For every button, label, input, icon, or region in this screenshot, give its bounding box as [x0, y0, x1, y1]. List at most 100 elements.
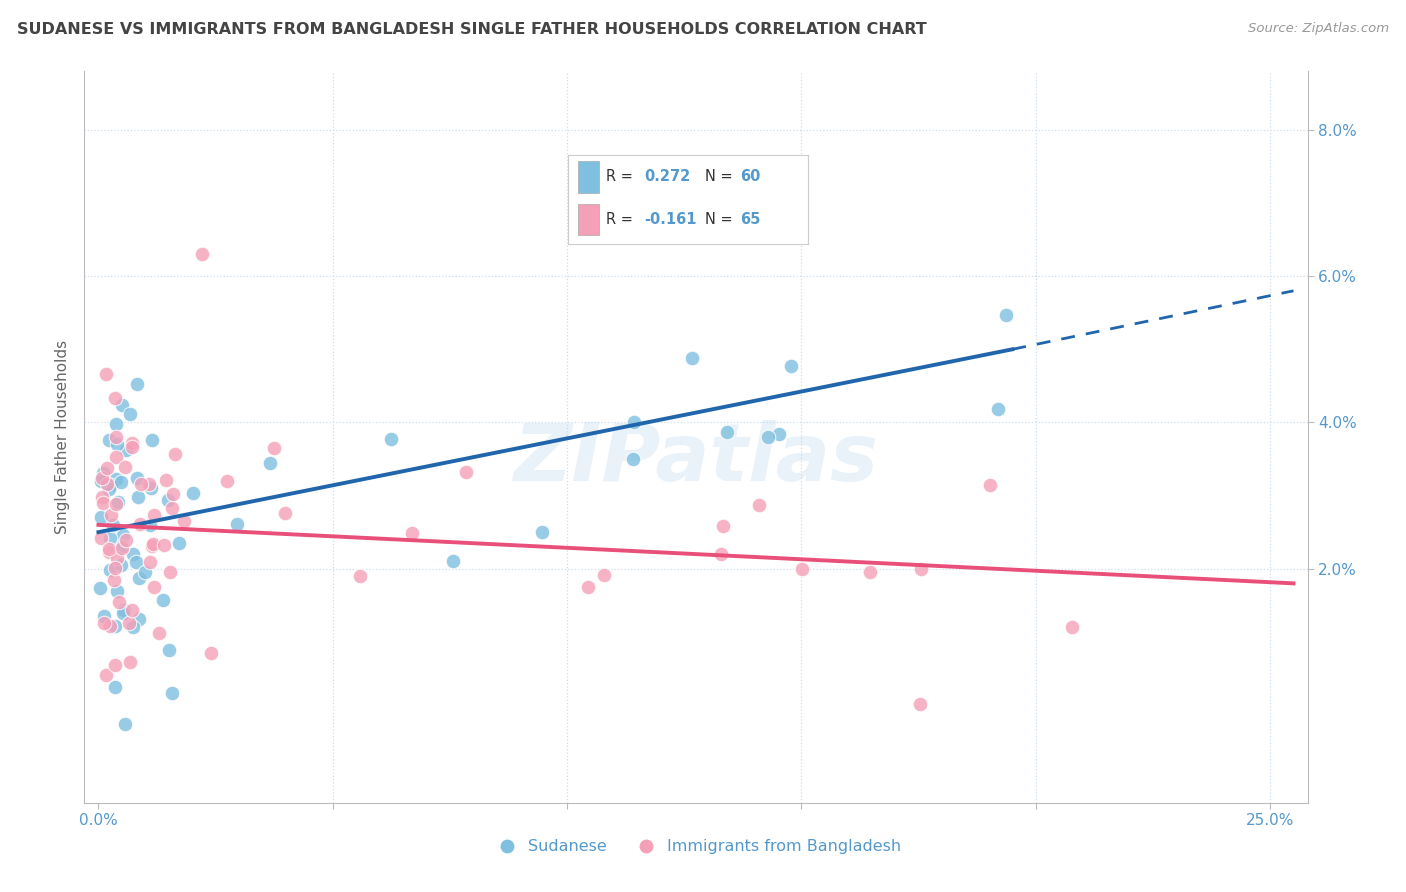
- Point: [125, 555, 148, 569]
- Point: [96, 477, 118, 491]
- Point: [167, 536, 190, 550]
- Point: [105, 450, 128, 464]
- Point: [173, 514, 195, 528]
- Point: [104, 417, 127, 431]
- Point: [263, 441, 285, 455]
- Point: [143, 580, 166, 594]
- Point: [200, 647, 222, 661]
- Point: [756, 430, 779, 444]
- Point: [111, 541, 134, 555]
- Point: [104, 472, 127, 486]
- Point: [621, 452, 644, 467]
- Point: [105, 584, 128, 599]
- Point: [183, 486, 205, 500]
- Point: [100, 532, 122, 546]
- Point: [112, 602, 135, 616]
- Point: [125, 377, 148, 392]
- Point: [96, 368, 118, 382]
- Point: [89, 581, 111, 595]
- Point: [111, 539, 134, 553]
- Point: [859, 565, 882, 579]
- Point: [711, 519, 734, 533]
- Point: [259, 456, 281, 470]
- Point: [91, 466, 114, 480]
- Point: [380, 432, 402, 446]
- Point: [779, 359, 801, 373]
- Point: [91, 496, 114, 510]
- Text: SUDANESE VS IMMIGRANTS FROM BANGLADESH SINGLE FATHER HOUSEHOLDS CORRELATION CHAR: SUDANESE VS IMMIGRANTS FROM BANGLADESH S…: [17, 22, 927, 37]
- Point: [97, 482, 120, 496]
- Point: [623, 415, 645, 429]
- FancyBboxPatch shape: [578, 204, 599, 235]
- Point: [118, 655, 141, 669]
- Point: [908, 697, 931, 711]
- Point: [121, 436, 143, 450]
- Point: [98, 563, 121, 577]
- Point: [98, 618, 121, 632]
- Text: N =: N =: [704, 169, 737, 184]
- Point: [162, 486, 184, 500]
- Text: 0.272: 0.272: [645, 169, 690, 184]
- Point: [112, 607, 135, 621]
- Point: [128, 571, 150, 585]
- Point: [93, 616, 115, 631]
- Point: [139, 555, 162, 569]
- Text: R =: R =: [606, 212, 638, 227]
- Point: [129, 516, 152, 531]
- Point: [90, 490, 112, 504]
- Point: [110, 558, 132, 572]
- Text: 65: 65: [741, 212, 761, 227]
- Point: [141, 481, 163, 495]
- Point: [531, 525, 554, 540]
- FancyBboxPatch shape: [578, 161, 599, 193]
- Point: [157, 492, 180, 507]
- Text: R =: R =: [606, 169, 638, 184]
- Point: [93, 608, 115, 623]
- Point: [90, 509, 112, 524]
- Point: [111, 527, 134, 541]
- Point: [118, 616, 141, 631]
- Point: [114, 459, 136, 474]
- Point: [111, 398, 134, 412]
- Point: [105, 437, 128, 451]
- Point: [155, 473, 177, 487]
- Point: [104, 560, 127, 574]
- Point: [710, 547, 733, 561]
- Point: [401, 526, 423, 541]
- Point: [139, 518, 162, 533]
- Point: [115, 443, 138, 458]
- Point: [910, 562, 932, 576]
- Point: [96, 460, 118, 475]
- Point: [104, 681, 127, 695]
- Point: [100, 508, 122, 522]
- Point: [148, 626, 170, 640]
- Point: [101, 517, 124, 532]
- Text: -0.161: -0.161: [645, 212, 697, 227]
- Point: [103, 618, 125, 632]
- Point: [115, 533, 138, 548]
- Point: [97, 434, 120, 448]
- Point: [995, 308, 1018, 322]
- Point: [108, 595, 131, 609]
- Point: [97, 545, 120, 559]
- Point: [456, 465, 478, 479]
- Point: [159, 565, 181, 579]
- Point: [104, 658, 127, 673]
- Point: [160, 501, 183, 516]
- Point: [90, 471, 112, 485]
- Text: 60: 60: [741, 169, 761, 184]
- Point: [127, 490, 149, 504]
- Point: [104, 429, 127, 443]
- Point: [190, 247, 212, 261]
- Point: [274, 506, 297, 520]
- Point: [143, 508, 166, 522]
- Point: [592, 568, 614, 582]
- Text: N =: N =: [704, 212, 737, 227]
- Point: [768, 426, 790, 441]
- Point: [121, 440, 143, 454]
- Point: [165, 447, 187, 461]
- Point: [142, 536, 165, 550]
- Point: [90, 531, 112, 545]
- Text: ZIPatlas: ZIPatlas: [513, 420, 879, 498]
- Point: [349, 568, 371, 582]
